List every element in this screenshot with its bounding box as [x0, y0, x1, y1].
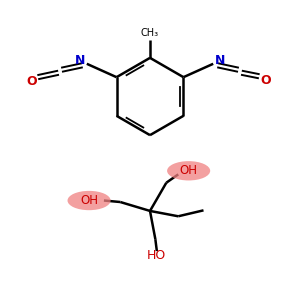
Text: O: O: [260, 74, 271, 87]
Text: N: N: [75, 54, 86, 67]
Text: OH: OH: [80, 194, 98, 207]
Ellipse shape: [167, 161, 210, 181]
Text: N: N: [214, 54, 225, 67]
Text: CH₃: CH₃: [141, 28, 159, 38]
Text: OH: OH: [180, 164, 198, 177]
Text: HO: HO: [147, 249, 167, 262]
Ellipse shape: [68, 191, 111, 210]
Text: O: O: [26, 75, 37, 88]
